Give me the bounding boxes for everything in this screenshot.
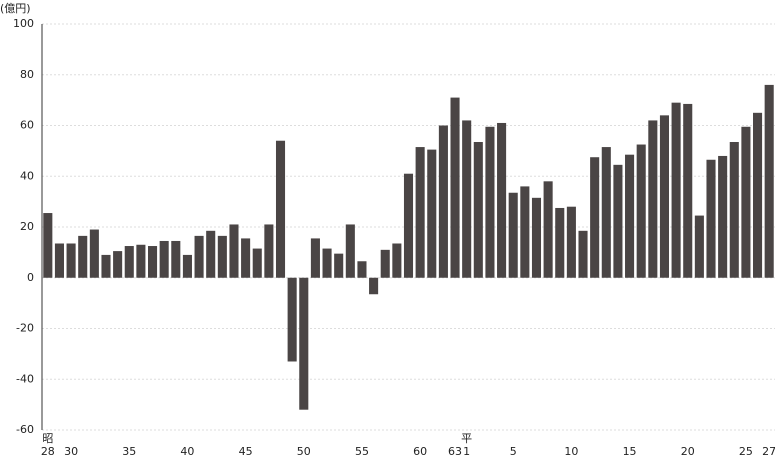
bar (578, 230, 588, 278)
bar (229, 224, 239, 278)
bar (741, 126, 751, 278)
y-tick-label: 100 (13, 17, 34, 30)
x-tick-label: 40 (180, 445, 194, 458)
y-tick-label: -20 (16, 322, 34, 335)
bar (357, 261, 367, 278)
bar (753, 112, 763, 278)
bar (66, 243, 76, 278)
x-tick-label: 55 (355, 445, 369, 458)
bar (648, 120, 658, 278)
bar (252, 248, 262, 278)
x-tick-label: 20 (681, 445, 695, 458)
bar (322, 248, 332, 278)
bar (380, 249, 390, 278)
bar (543, 181, 553, 278)
bar (345, 224, 355, 278)
bar (392, 243, 402, 278)
y-tick-label: 40 (20, 169, 34, 182)
bar (427, 149, 437, 278)
bar (369, 277, 379, 295)
bar (473, 141, 483, 278)
x-tick-label: 28 (41, 445, 55, 458)
bar (206, 230, 216, 278)
bar (334, 253, 344, 278)
y-tick-label: 20 (20, 220, 34, 233)
bar (683, 103, 693, 278)
bar (485, 126, 495, 278)
bar (147, 246, 158, 278)
bar (625, 154, 635, 278)
bar (159, 240, 169, 278)
bar (43, 213, 53, 278)
bar (194, 235, 204, 278)
y-tick-label: 0 (27, 271, 34, 284)
bar (613, 164, 623, 278)
bar (508, 192, 518, 278)
x-tick-label: 25 (739, 445, 753, 458)
bar (415, 147, 425, 278)
bar (531, 197, 542, 278)
bar (241, 238, 251, 278)
era-label: 平 (461, 432, 472, 445)
bar (101, 254, 111, 278)
bar (78, 235, 88, 278)
bar (706, 159, 716, 278)
bar (601, 147, 611, 278)
bar (136, 244, 146, 278)
x-tick-label: 1 (463, 445, 470, 458)
bar (718, 155, 728, 278)
bar (636, 144, 646, 278)
x-tick-label: 10 (564, 445, 578, 458)
bar (54, 243, 64, 278)
bar (89, 229, 99, 278)
bar (171, 240, 181, 278)
bar (217, 235, 227, 278)
bar (124, 246, 134, 278)
bar (497, 122, 507, 278)
bar (729, 141, 739, 278)
bar (590, 157, 600, 278)
x-tick-label: 27 (762, 445, 775, 458)
bar (264, 224, 274, 278)
bar (555, 207, 565, 278)
bar (299, 277, 309, 410)
x-tick-label: 63 (448, 445, 462, 458)
bar (182, 254, 192, 278)
bar (671, 102, 681, 278)
bar (520, 186, 530, 278)
bar (438, 125, 448, 278)
y-tick-label: -40 (16, 372, 34, 385)
x-tick-label: 35 (122, 445, 136, 458)
x-tick-label: 30 (64, 445, 78, 458)
y-tick-label: -60 (16, 423, 34, 436)
bar (566, 206, 576, 278)
y-tick-label: 80 (20, 68, 34, 81)
y-unit: (億円) (0, 2, 31, 15)
x-tick-label: 45 (239, 445, 253, 458)
bar (764, 84, 774, 278)
bar (462, 120, 472, 278)
x-tick-label: 60 (413, 445, 427, 458)
x-tick-label: 50 (297, 445, 311, 458)
bar (113, 251, 123, 278)
bar (310, 238, 320, 278)
x-tick-label: 15 (623, 445, 637, 458)
bar (287, 277, 297, 362)
x-tick-label: 5 (510, 445, 517, 458)
bar (403, 173, 414, 278)
bar (659, 115, 670, 278)
bar (694, 215, 704, 278)
era-label: 昭 (42, 432, 53, 445)
y-tick-label: 60 (20, 119, 34, 132)
bar (275, 140, 286, 278)
bar (450, 97, 460, 278)
